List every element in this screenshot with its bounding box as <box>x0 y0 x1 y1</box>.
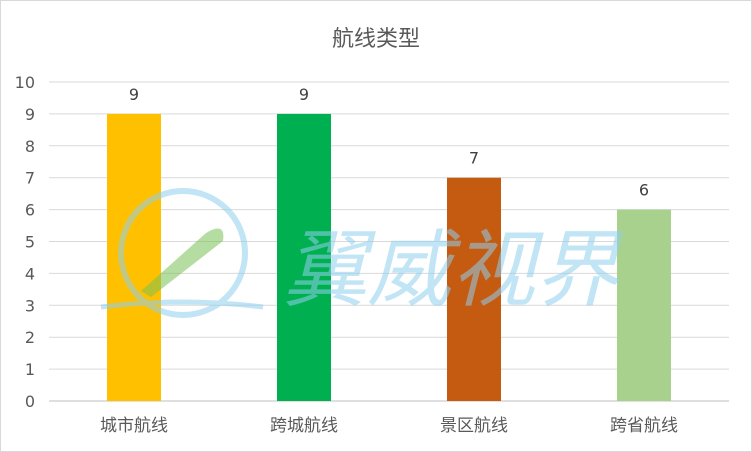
y-tick-label: 8 <box>25 137 35 156</box>
data-labels: 9 9 7 6 <box>129 85 649 200</box>
y-tick-label: 1 <box>25 360 35 379</box>
bar <box>107 113 161 402</box>
y-tick-label: 9 <box>25 105 35 124</box>
x-category-label: 跨城航线 <box>270 416 338 436</box>
y-tick-label: 4 <box>25 264 35 283</box>
bar <box>617 209 671 401</box>
x-category-label: 城市航线 <box>100 416 168 436</box>
chart-title: 航线类型 <box>332 27 420 52</box>
y-tick-label: 5 <box>25 233 35 252</box>
y-tick-label: 3 <box>25 296 35 315</box>
watermark-text: 翼威视界 <box>283 221 623 319</box>
y-tick-label: 7 <box>25 169 35 188</box>
gridlines <box>49 81 729 402</box>
bar-value-label: 7 <box>469 149 479 168</box>
y-tick-label: 0 <box>25 392 35 411</box>
bar-value-label: 6 <box>639 181 649 200</box>
bar-value-label: 9 <box>129 85 139 104</box>
y-tick-label: 10 <box>15 73 35 92</box>
x-category-label: 跨省航线 <box>610 416 678 436</box>
x-axis-categories: 城市航线 跨城航线 景区航线 跨省航线 <box>100 416 678 436</box>
y-tick-label: 6 <box>25 201 35 220</box>
y-tick-label: 2 <box>25 328 35 347</box>
x-category-label: 景区航线 <box>440 416 508 436</box>
y-axis-ticks: 0 1 2 3 4 5 6 7 8 9 10 <box>15 73 35 411</box>
bar <box>447 177 501 401</box>
bar-value-label: 9 <box>299 85 309 104</box>
bars <box>107 113 671 402</box>
paper-plane-globe-icon <box>100 188 264 318</box>
bar <box>277 113 331 402</box>
